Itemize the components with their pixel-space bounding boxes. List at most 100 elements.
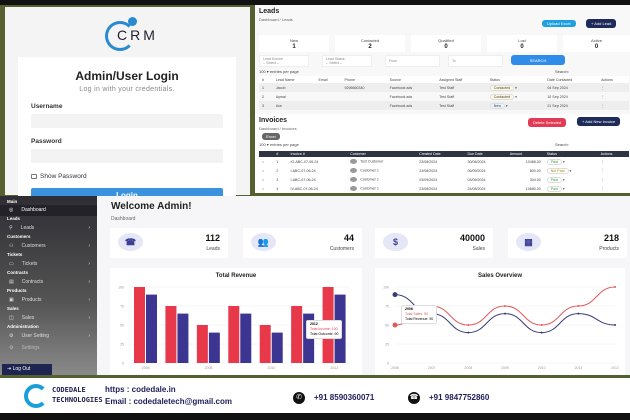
sidebar-item-settings[interactable]: ⚙ Settings	[0, 342, 97, 354]
table-cell: Customer 1	[347, 184, 416, 193]
column-header: Email	[315, 76, 342, 83]
table-cell	[315, 83, 342, 92]
email-link[interactable]: Email : codedaletech@gmail.com	[105, 397, 232, 406]
logout-button[interactable]: ⇥ Log Out	[2, 364, 52, 375]
to-date-input[interactable]: To	[448, 55, 503, 67]
sidebar-item-tickets[interactable]: ▭ Tickets ›	[0, 258, 97, 270]
leads-screen: Leads Dashboard / Leads Upload Excel + A…	[255, 5, 630, 115]
password-input[interactable]	[31, 149, 223, 163]
chart-title: Sales Overview	[477, 273, 523, 279]
table-cell: 2	[276, 168, 279, 173]
search-button[interactable]: SEARCH	[511, 55, 565, 65]
bar-total-outcome	[177, 313, 189, 363]
customers-icon: 👥	[251, 233, 276, 251]
sidebar-item-sales[interactable]: ◫ Sales ›	[0, 312, 97, 324]
table-row: ○ 2 I-ABC-07-06-24 Customer 1 24/08/2024 06/0…	[259, 166, 629, 175]
sidebar-item-products[interactable]: ▣ Products ›	[0, 294, 97, 306]
table-cell	[342, 92, 387, 101]
sidebar-item-label: User Setting	[21, 333, 49, 339]
add-lead-button[interactable]: + Add Lead	[586, 19, 617, 28]
actions-menu-icon[interactable]: ⋮	[601, 94, 605, 99]
sidebar-item-customers[interactable]: ⚇ Customers ›	[0, 240, 97, 252]
entries-select[interactable]: 100 ▾ entries per page	[259, 142, 299, 147]
actions-menu-icon[interactable]: ⋮	[600, 177, 605, 182]
status-badge[interactable]: Contacted ▾	[486, 83, 545, 92]
bar-total-outcome	[240, 313, 252, 363]
table-row: ○ 3 I-ABC-07-06-24 Customer 1 03/09/2024 03/0…	[259, 175, 629, 184]
table-cell	[316, 92, 342, 101]
sidebar-section-heading: Contracts	[7, 270, 29, 275]
login-card: Admin/User Login Log in with your creden…	[18, 57, 236, 203]
status-badge[interactable]: Paid ▾	[544, 157, 598, 166]
stat-lost: Lost 0	[487, 35, 557, 52]
table-cell: 9296660340	[341, 83, 387, 92]
from-date-input[interactable]: From	[385, 55, 440, 67]
entries-select[interactable]: 100 ▾ entries per page	[259, 69, 299, 74]
add-invoice-button[interactable]: + Add New Invoice	[577, 117, 621, 126]
stat-value: 112	[205, 233, 220, 243]
y-tick-label: 0	[122, 362, 124, 366]
data-point	[504, 312, 506, 315]
bar-total-outcome	[146, 294, 157, 363]
sidebar-section-heading: Customers	[7, 234, 31, 239]
actions-menu-icon[interactable]: ⋮	[598, 101, 629, 110]
breadcrumb: Dashboard / Leads	[259, 17, 293, 22]
avatar	[350, 186, 358, 191]
table-cell: 30/08/2024	[467, 159, 486, 164]
table-cell: Test Customer	[347, 157, 416, 166]
phone-number[interactable]: +91 9847752860	[429, 393, 490, 402]
stat-value: 40000	[459, 233, 485, 243]
username-input[interactable]	[31, 114, 223, 128]
table-cell: 10488.00	[525, 159, 541, 164]
sidebar-section-heading: Tickets	[7, 252, 23, 257]
sidebar-item-user-setting[interactable]: ⚙ User Setting ›	[0, 330, 97, 342]
table-cell: 24/08/2024	[419, 168, 438, 173]
x-tick-label: 2007	[428, 366, 436, 370]
whatsapp-number[interactable]: +91 8590360071	[314, 393, 375, 402]
sidebar-icon: ◫	[9, 315, 14, 321]
row-checkbox[interactable]: ○	[262, 159, 265, 164]
actions-menu-icon[interactable]: ⋮	[600, 168, 605, 173]
x-tick-label: 2010	[538, 366, 546, 370]
y-tick-label: 75	[385, 305, 389, 309]
sidebar-item-contracts[interactable]: ▤ Contracts ›	[0, 276, 97, 288]
whatsapp-icon: ✆	[293, 392, 305, 404]
stat-new: New 1	[259, 35, 329, 52]
upload-excel-button[interactable]: Upload Excel	[542, 20, 576, 27]
table-cell: Customer 1	[347, 175, 416, 184]
sidebar-section-heading: Sales	[7, 306, 19, 311]
status-badge[interactable]: Not Paid ▾	[544, 166, 598, 175]
status-badge[interactable]: Paid ▾	[544, 175, 598, 184]
lead-source-select[interactable]: Lead Source -- Select --	[259, 55, 309, 67]
status-badge[interactable]: New ▾	[486, 101, 545, 110]
row-checkbox[interactable]: ○	[262, 186, 265, 191]
row-checkbox[interactable]: ○	[262, 168, 265, 173]
delete-selected-button[interactable]: Delete Selected	[528, 118, 567, 127]
data-point	[577, 305, 580, 307]
sales-overview-chart: Sales Overview 0 25 50 75 100 2006 2007 2008 200…	[375, 268, 625, 375]
stat-label: Leads	[206, 246, 220, 252]
table-cell: Facebook ads	[386, 101, 437, 110]
actions-menu-icon[interactable]: ⋮	[600, 159, 605, 164]
column-header: Lead Name	[272, 76, 316, 83]
sidebar-item-leads[interactable]: ⚲ Leads ›	[0, 222, 97, 234]
sidebar-item-label: Customers	[21, 243, 46, 249]
column-header: #	[273, 151, 288, 157]
actions-menu-icon[interactable]: ⋮	[598, 83, 629, 92]
x-tick-label: 2006	[142, 366, 150, 370]
x-tick-label: 2008	[205, 366, 213, 370]
excel-button[interactable]: Excel	[262, 133, 280, 140]
status-badge[interactable]: Contacted ▾	[487, 92, 545, 101]
table-cell: Ave	[272, 101, 316, 110]
products-icon: ▦	[516, 233, 541, 251]
website-link[interactable]: https : codedale.in	[105, 385, 176, 394]
y-tick-label: 100	[383, 286, 389, 290]
show-password-checkbox[interactable]: Show Password	[31, 173, 236, 180]
chevron-right-icon: ›	[88, 225, 90, 231]
sidebar-item-dashboard[interactable]: ◎ Dashboard	[0, 205, 97, 216]
lead-status-select[interactable]: Lead Status -- Select --	[322, 55, 372, 67]
status-badge[interactable]: Paid ▾	[544, 184, 598, 193]
actions-menu-icon[interactable]: ⋮	[600, 186, 605, 191]
row-checkbox[interactable]: ○	[262, 177, 265, 182]
breadcrumb: Dashboard	[111, 216, 136, 222]
